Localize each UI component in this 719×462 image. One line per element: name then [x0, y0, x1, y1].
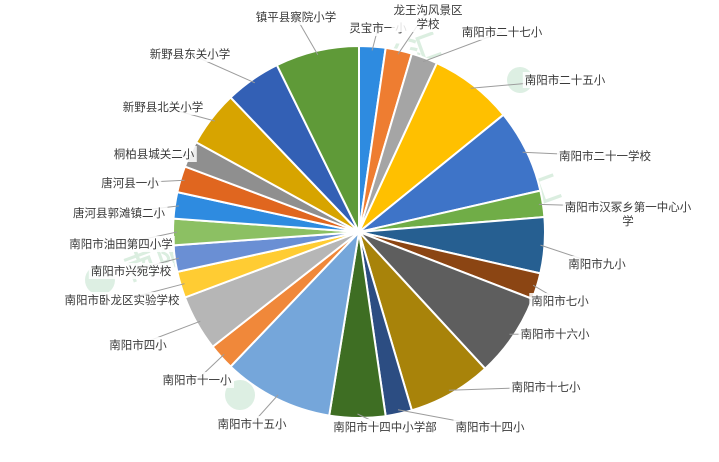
label-backdrop	[518, 326, 592, 342]
label-backdrop	[147, 46, 233, 62]
label-backdrop	[566, 256, 629, 272]
label-backdrop	[111, 146, 197, 162]
category-label: 唐河县一小	[101, 176, 159, 190]
pie-slices	[171, 44, 546, 419]
label-backdrop	[120, 99, 206, 115]
category-label: 南阳市十四小	[456, 420, 525, 434]
category-labels: 灵宝市一小龙王沟风景区学校南阳市二十七小南阳市二十五小南阳市二十一学校南阳市汉冢…	[62, 2, 694, 435]
label-backdrop	[529, 293, 592, 309]
category-label: 南阳市卧龙区实验学校	[65, 293, 180, 307]
category-label: 南阳市汉冢乡第一中心小学	[565, 200, 692, 228]
category-label: 南阳市兴宛学校	[91, 264, 172, 278]
label-backdrop	[99, 175, 162, 191]
label-backdrop	[391, 2, 465, 32]
label-backdrop	[331, 419, 439, 435]
label-backdrop	[62, 292, 182, 308]
category-label: 镇平县察院小学	[256, 10, 337, 24]
label-backdrop	[459, 24, 545, 40]
category-label: 南阳市二十五小	[525, 73, 606, 87]
category-label: 南阳市十四中小学部	[333, 420, 437, 434]
category-label: 龙王沟风景区学校	[394, 3, 463, 31]
category-label: 南阳市十七小	[512, 380, 581, 394]
category-label: 南阳市七小	[531, 294, 589, 308]
category-label: 南阳市九小	[568, 257, 626, 271]
label-backdrop	[522, 72, 608, 88]
label-backdrop	[71, 205, 168, 221]
category-label: 南阳市十一小	[163, 373, 232, 387]
pie-slice	[275, 44, 360, 233]
label-backdrop	[557, 148, 654, 164]
category-label: 南阳市十五小	[218, 417, 287, 431]
label-backdrop	[160, 372, 234, 388]
category-label: 桐柏县城关二小	[114, 147, 195, 161]
category-label: 南阳市四小	[109, 338, 167, 352]
category-label: 南阳市油田第四小学	[69, 237, 173, 251]
category-label: 南阳市十六小	[521, 327, 590, 341]
label-backdrop	[67, 236, 175, 252]
category-label: 唐河县郭滩镇二小	[73, 206, 165, 220]
pie-slice	[229, 228, 361, 417]
category-label: 新野县北关小学	[123, 100, 204, 114]
label-backdrop	[509, 379, 583, 395]
label-backdrop	[562, 199, 694, 229]
category-label: 南阳市二十一学校	[559, 149, 651, 163]
category-label: 新野县东关小学	[150, 47, 231, 61]
label-backdrop	[253, 9, 339, 25]
label-backdrop	[88, 263, 174, 279]
category-label: 南阳市二十七小	[462, 25, 543, 39]
label-backdrop	[107, 337, 170, 353]
label-backdrop	[453, 419, 527, 435]
label-backdrop	[215, 416, 289, 432]
